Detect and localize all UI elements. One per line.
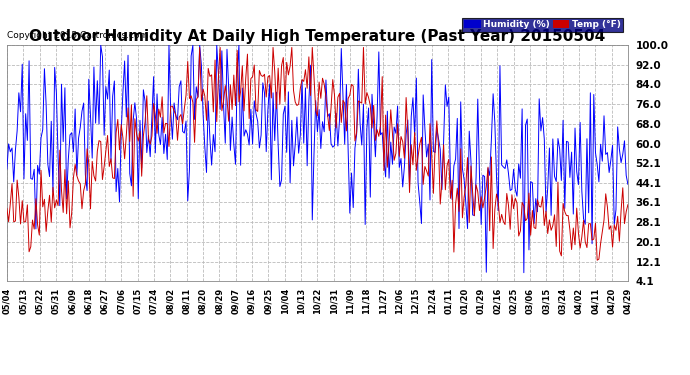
Legend: Humidity (%), Temp (°F): Humidity (%), Temp (°F) [462, 18, 623, 32]
Title: Outdoor Humidity At Daily High Temperature (Past Year) 20150504: Outdoor Humidity At Daily High Temperatu… [29, 29, 606, 44]
Text: Copyright 2015 Cartronics.com: Copyright 2015 Cartronics.com [7, 31, 148, 40]
